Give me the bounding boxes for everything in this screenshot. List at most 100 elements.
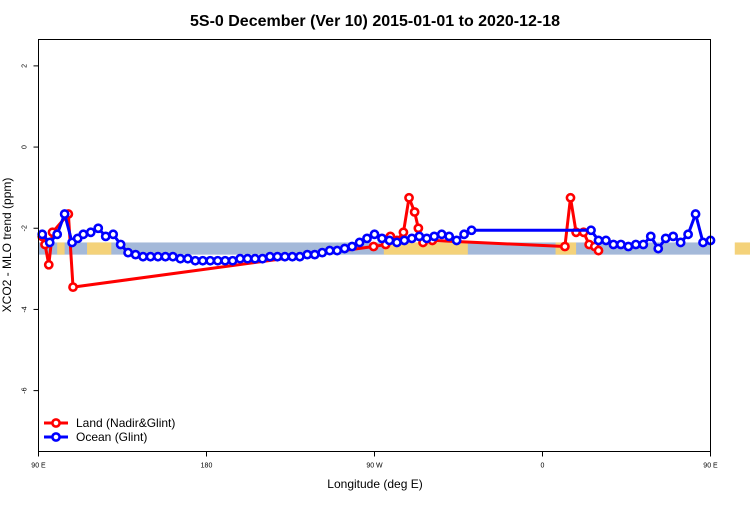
data-point	[640, 241, 647, 248]
data-point	[356, 239, 363, 246]
data-point	[229, 257, 236, 264]
data-point	[567, 194, 574, 201]
legend-land-label: Land (Nadir&Glint)	[76, 416, 175, 430]
data-point	[595, 247, 602, 254]
y-tick-label: -2	[22, 225, 29, 231]
data-point	[423, 235, 430, 242]
data-point	[632, 241, 639, 248]
data-point	[438, 231, 445, 238]
x-tick-label: 90 E	[31, 463, 46, 470]
data-point	[61, 210, 68, 217]
y-tick-label: -6	[22, 387, 29, 393]
data-point	[222, 257, 229, 264]
data-point	[39, 231, 46, 238]
data-point	[184, 255, 191, 262]
data-point	[625, 243, 632, 250]
legend-land-swatch-marker	[52, 419, 59, 426]
data-point	[162, 253, 169, 260]
data-point	[411, 208, 418, 215]
data-point	[214, 257, 221, 264]
legend-ocean-swatch-marker	[52, 433, 59, 440]
data-point	[349, 243, 356, 250]
data-point	[132, 251, 139, 258]
data-point	[296, 253, 303, 260]
data-point	[125, 249, 132, 256]
data-point	[87, 229, 94, 236]
data-point	[461, 231, 468, 238]
data-point	[177, 255, 184, 262]
legend: Land (Nadir&Glint) Ocean (Glint)	[44, 416, 175, 444]
data-point	[446, 233, 453, 240]
data-point	[692, 210, 699, 217]
x-axis-label: Longitude (deg E)	[327, 477, 422, 491]
data-point	[102, 233, 109, 240]
data-point	[415, 225, 422, 232]
data-point	[274, 253, 281, 260]
data-point	[371, 231, 378, 238]
land-segment	[735, 242, 750, 254]
data-point	[199, 257, 206, 264]
data-point	[468, 227, 475, 234]
data-point	[647, 233, 654, 240]
data-point	[237, 255, 244, 262]
land-segment	[57, 242, 64, 254]
data-point	[319, 249, 326, 256]
x-tick-label: 0	[541, 463, 545, 470]
data-point	[46, 239, 53, 246]
data-point	[655, 245, 662, 252]
data-point	[670, 233, 677, 240]
data-point	[617, 241, 624, 248]
y-tick-label: 2	[22, 64, 29, 68]
data-point	[677, 239, 684, 246]
series-ocean	[39, 210, 714, 264]
data-point	[453, 237, 460, 244]
data-point	[370, 243, 377, 250]
data-point	[408, 235, 415, 242]
land-segment	[87, 242, 111, 254]
data-point	[289, 253, 296, 260]
data-point	[378, 235, 385, 242]
data-point	[259, 255, 266, 262]
data-point	[587, 227, 594, 234]
data-point	[699, 239, 706, 246]
data-point	[45, 261, 52, 268]
x-tick-label: 90 W	[366, 463, 383, 470]
data-point	[281, 253, 288, 260]
data-point	[69, 284, 76, 291]
data-point	[110, 231, 117, 238]
data-point	[192, 257, 199, 264]
data-point	[304, 251, 311, 258]
data-point	[610, 241, 617, 248]
data-point	[393, 239, 400, 246]
data-point	[54, 231, 61, 238]
data-point	[334, 247, 341, 254]
y-axis-label: XCO2 - MLO trend (ppm)	[0, 178, 14, 313]
data-point	[169, 253, 176, 260]
data-point	[386, 237, 393, 244]
data-point	[602, 237, 609, 244]
data-point	[154, 253, 161, 260]
data-point	[80, 231, 87, 238]
data-point	[431, 233, 438, 240]
data-point	[595, 237, 602, 244]
data-point	[561, 243, 568, 250]
x-tick-label: 180	[201, 463, 213, 470]
data-point	[266, 253, 273, 260]
x-tick-label: 90 E	[703, 463, 718, 470]
data-point	[251, 255, 258, 262]
data-point	[400, 229, 407, 236]
data-point	[401, 237, 408, 244]
data-point	[311, 251, 318, 258]
chart-title: 5S-0 December (Ver 10) 2015-01-01 to 202…	[190, 13, 560, 30]
data-point	[341, 245, 348, 252]
data-point	[244, 255, 251, 262]
data-point	[117, 241, 124, 248]
data-point	[207, 257, 214, 264]
data-point	[405, 194, 412, 201]
y-tick-label: -4	[22, 306, 29, 312]
data-point	[95, 225, 102, 232]
data-point	[685, 231, 692, 238]
